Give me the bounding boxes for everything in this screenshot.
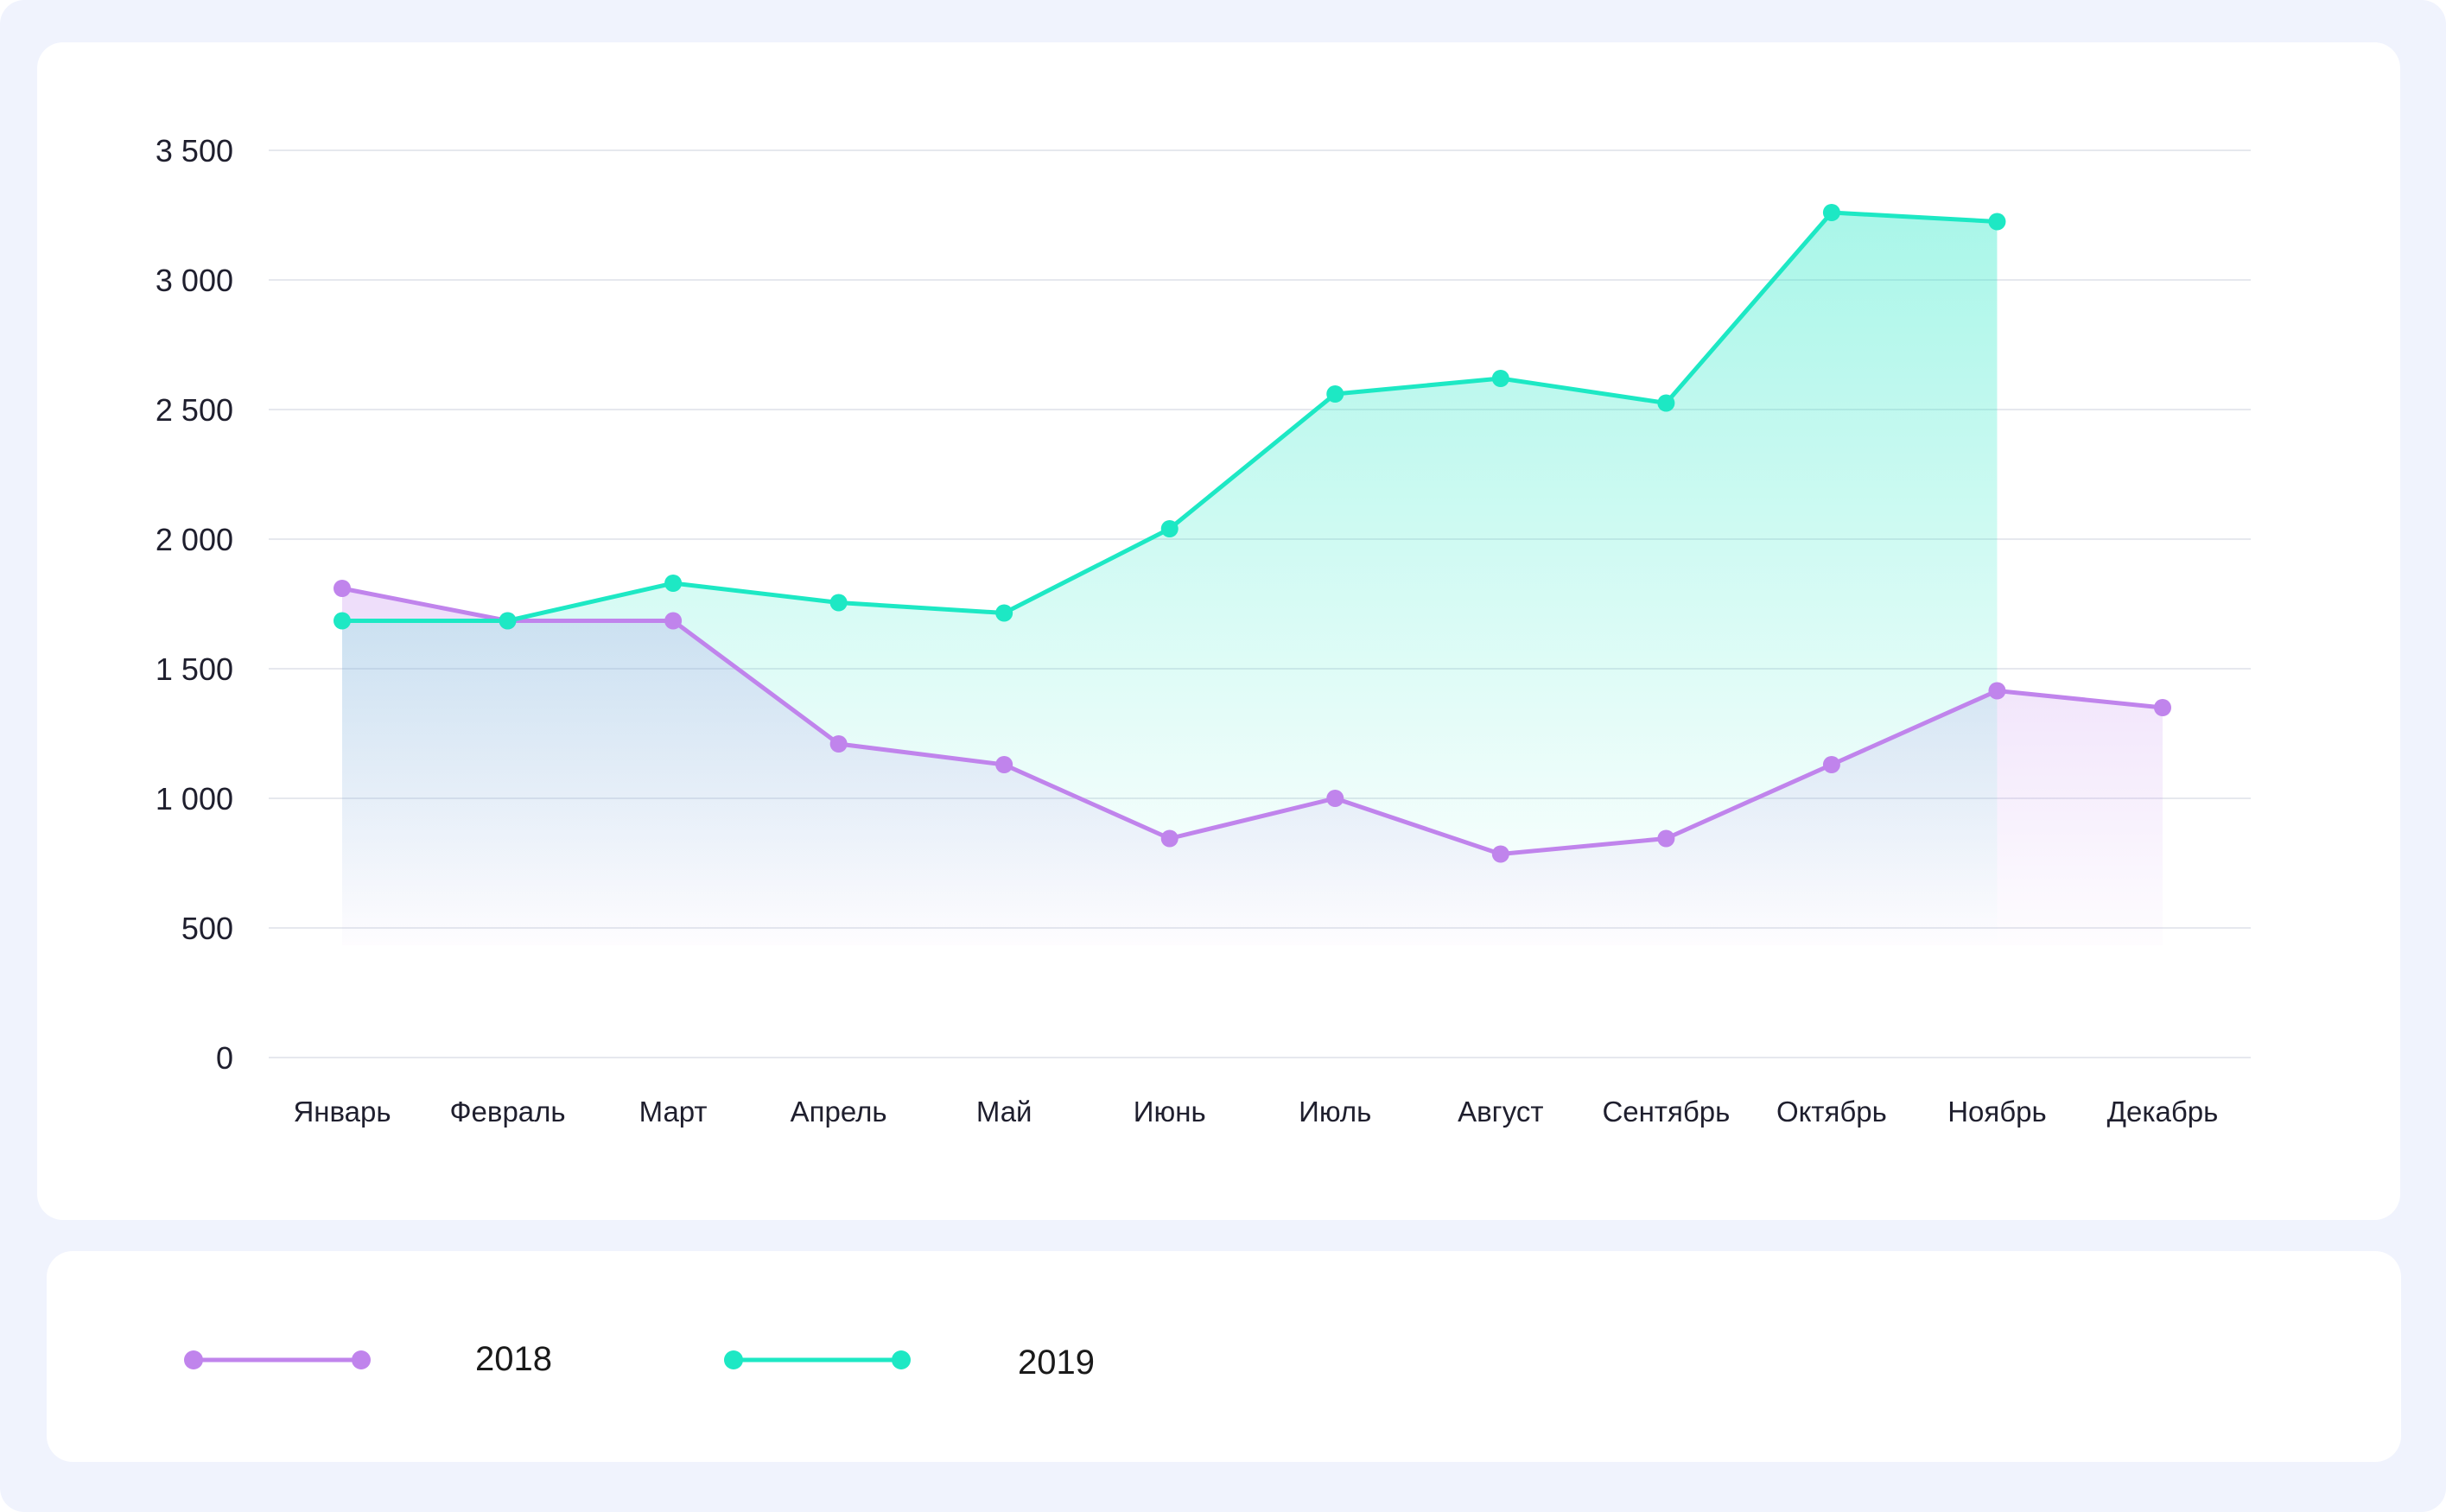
point-2018-1	[334, 580, 351, 597]
point-2019-9	[1657, 394, 1675, 412]
x-tick-label-1: Январь	[293, 1096, 391, 1128]
legend-item-2018: 2018	[47, 1251, 651, 1462]
legend-label-2019: 2019	[1018, 1344, 1095, 1382]
line-2018	[340, 586, 2165, 856]
line-area-chart: 0 500 1 000 1 500 2 000 2 500 3 000 3 500 Январь…	[156, 133, 2251, 1128]
point-2018-6	[1160, 829, 1179, 848]
point-2018-4	[829, 735, 848, 753]
x-tick-label-4: Апрель	[791, 1096, 887, 1128]
y-tick-label-1500: 1 500	[156, 651, 233, 687]
x-tick-label-3: Март	[639, 1096, 708, 1128]
point-2018-9	[1657, 829, 1675, 848]
point-2019-6	[1160, 520, 1179, 537]
legend-swatch-2019	[724, 1350, 911, 1369]
x-tick-label-12: Декабрь	[2107, 1096, 2219, 1128]
x-tick-label-8: Август	[1458, 1096, 1543, 1128]
point-2019-7	[1326, 385, 1344, 403]
point-2019-8	[1491, 370, 1509, 387]
point-2019-1	[334, 612, 351, 630]
y-tick-label-500: 500	[181, 911, 233, 946]
point-2019-10	[1822, 204, 1840, 221]
y-tick-label-3500: 3 500	[156, 133, 233, 168]
x-tick-label-5: Май	[976, 1096, 1032, 1128]
point-2018-10	[1822, 756, 1840, 773]
point-2019-11	[1988, 213, 2006, 231]
y-tick-label-0: 0	[216, 1040, 233, 1076]
legend-label-2018: 2018	[475, 1340, 552, 1378]
point-2018-8	[1491, 845, 1509, 863]
y-tick-label-2000: 2 000	[156, 522, 233, 557]
point-2018-7	[1326, 790, 1344, 807]
x-tick-label-11: Ноябрь	[1947, 1096, 2047, 1128]
y-tick-label-1000: 1 000	[156, 781, 233, 816]
legend-swatch-2018	[184, 1350, 371, 1369]
y-tick-label-3000: 3 000	[156, 263, 233, 298]
point-2019-5	[995, 604, 1013, 622]
x-tick-label-7: Июль	[1299, 1096, 1371, 1128]
x-tick-label-6: Июнь	[1134, 1096, 1206, 1128]
x-tick-label-2: Февраль	[449, 1096, 565, 1128]
legend: 2018 2019	[47, 1251, 2401, 1462]
point-2018-5	[995, 756, 1013, 773]
x-tick-label-10: Октябрь	[1776, 1096, 1887, 1128]
point-2019-4	[829, 594, 848, 612]
y-tick-label-2500: 2 500	[156, 392, 233, 428]
area-2019	[342, 213, 1998, 945]
point-2019-3	[664, 575, 683, 592]
point-2018-3	[664, 612, 683, 630]
chart-card: 0 500 1 000 1 500 2 000 2 500 3 000 3 500 Январь…	[37, 42, 2400, 1220]
legend-item-2019: 2019	[651, 1251, 1256, 1462]
point-2018-11	[1988, 682, 2006, 700]
point-2018-12	[2154, 699, 2171, 716]
x-tick-label-9: Сентябрь	[1602, 1096, 1730, 1128]
point-2019-2	[499, 612, 517, 630]
